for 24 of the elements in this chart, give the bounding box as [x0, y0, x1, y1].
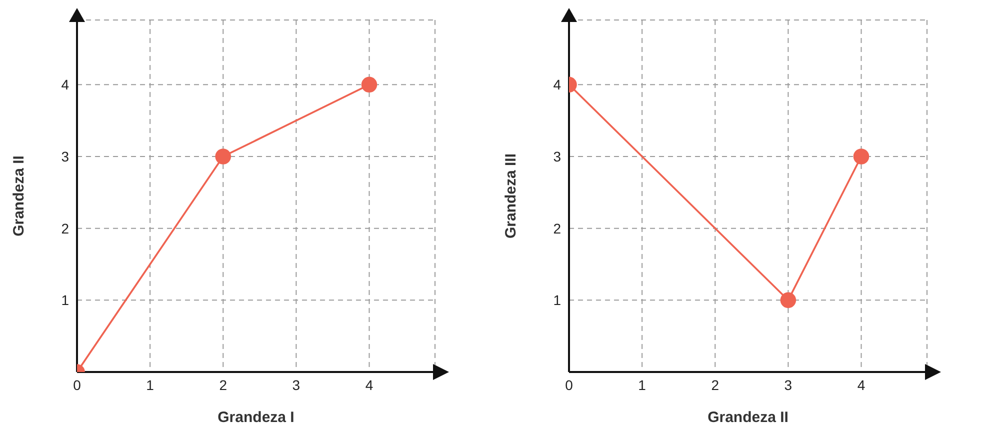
x-tick-label: 3: [292, 376, 300, 393]
y-tick-label: 2: [61, 220, 70, 236]
y-tick-label: 2: [553, 220, 562, 236]
y-tick-label: 4: [553, 76, 562, 93]
y-tick-label: 1: [553, 292, 562, 308]
point: [853, 148, 870, 164]
x-tick-label: 2: [711, 376, 720, 393]
x-tick-label: 4: [857, 376, 866, 393]
y-axis-title: Grandeza III: [502, 153, 520, 239]
x-tick-label: 1: [146, 376, 154, 393]
x-axis-title: Grandeza II: [708, 409, 788, 424]
x-tick-label: 1: [638, 376, 646, 393]
y-tick-label: 3: [61, 148, 70, 164]
point: [780, 292, 796, 308]
y-tick-label: 3: [553, 148, 562, 164]
x-axis-title: Grandeza I: [218, 409, 294, 424]
x-tick-label: 2: [219, 376, 228, 393]
x-tick-label: 0: [73, 376, 82, 393]
y-axis-title: Grandeza II: [10, 156, 28, 236]
x-tick-label: 3: [784, 376, 792, 393]
x-tick-label: 0: [565, 376, 574, 393]
y-tick-label: 1: [61, 292, 70, 308]
x-tick-label: 4: [365, 376, 374, 393]
y-tick-label: 4: [61, 76, 70, 93]
